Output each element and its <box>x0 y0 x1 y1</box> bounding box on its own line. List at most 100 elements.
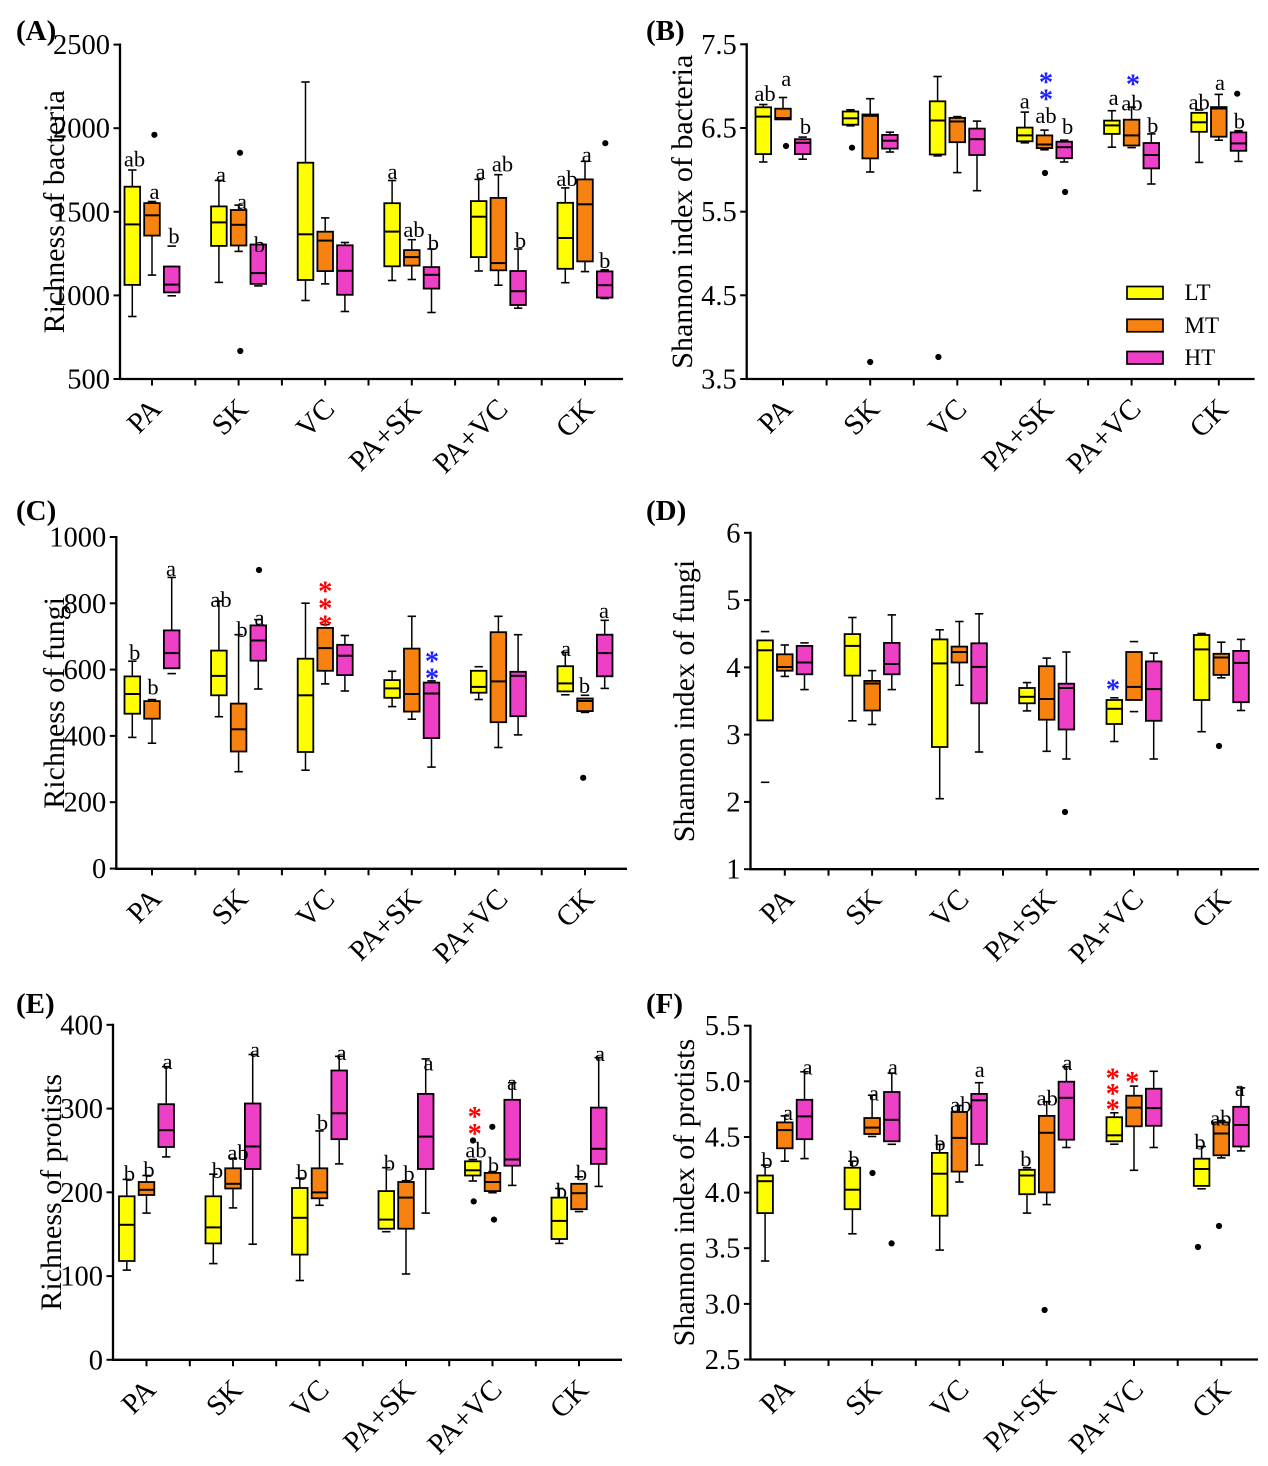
svg-text:*: * <box>468 1102 482 1133</box>
svg-text:ab: ab <box>465 1138 486 1163</box>
svg-text:b: b <box>515 228 526 253</box>
svg-text:a: a <box>1020 89 1030 114</box>
svg-text:a: a <box>507 1070 517 1095</box>
svg-text:a: a <box>150 179 160 204</box>
svg-text:Shannon index of fungi: Shannon index of fungi <box>668 560 701 842</box>
svg-text:a: a <box>599 598 609 623</box>
svg-text:b: b <box>599 248 610 273</box>
svg-text:a: a <box>595 1041 605 1066</box>
svg-text:400: 400 <box>60 1010 103 1041</box>
svg-text:ab: ab <box>1035 103 1056 128</box>
svg-text:(A): (A) <box>16 15 56 47</box>
svg-text:2.5: 2.5 <box>705 1345 741 1376</box>
svg-text:b: b <box>556 1179 567 1204</box>
svg-text:b: b <box>1062 114 1073 139</box>
svg-text:b: b <box>384 1151 395 1176</box>
svg-text:3.0: 3.0 <box>705 1289 741 1320</box>
svg-text:a: a <box>337 1040 347 1065</box>
svg-text:a: a <box>1062 1050 1072 1075</box>
svg-text:2500: 2500 <box>53 30 110 61</box>
svg-text:5.0: 5.0 <box>705 1067 741 1098</box>
svg-text:b: b <box>236 617 247 642</box>
svg-text:0: 0 <box>92 854 106 885</box>
svg-text:a: a <box>803 1055 813 1080</box>
svg-text:300: 300 <box>60 1094 103 1125</box>
svg-text:0: 0 <box>89 1345 103 1376</box>
svg-text:b: b <box>147 675 158 700</box>
svg-text:(F): (F) <box>646 988 683 1020</box>
svg-text:b: b <box>848 1147 859 1172</box>
svg-text:ab: ab <box>492 152 513 177</box>
svg-text:*: * <box>425 663 439 694</box>
svg-text:ab: ab <box>403 217 424 242</box>
svg-text:6.5: 6.5 <box>701 114 737 145</box>
svg-text:Richness of bacteria: Richness of bacteria <box>38 90 71 333</box>
svg-text:5: 5 <box>726 586 740 617</box>
svg-text:4.5: 4.5 <box>701 281 737 312</box>
svg-text:5.5: 5.5 <box>701 197 737 228</box>
svg-text:ab: ab <box>754 81 775 106</box>
svg-text:*: * <box>1126 69 1140 100</box>
svg-text:ab: ab <box>1210 1106 1231 1131</box>
svg-text:(B): (B) <box>646 15 685 47</box>
svg-text:b: b <box>1194 1130 1205 1155</box>
svg-text:HT: HT <box>1185 345 1216 370</box>
svg-text:*: * <box>318 593 332 624</box>
svg-text:b: b <box>143 1157 154 1182</box>
svg-text:a: a <box>561 636 571 661</box>
svg-text:*: * <box>468 1119 482 1150</box>
svg-text:a: a <box>166 556 176 581</box>
svg-text:ab: ab <box>210 587 231 612</box>
svg-text:1: 1 <box>726 855 740 886</box>
svg-text:*: * <box>1106 1094 1120 1125</box>
svg-text:a: a <box>163 1049 173 1074</box>
svg-text:b: b <box>488 1153 499 1178</box>
svg-text:1000: 1000 <box>53 281 110 312</box>
svg-text:ab: ab <box>227 1140 248 1165</box>
svg-text:b: b <box>579 673 590 698</box>
svg-text:600: 600 <box>64 655 107 686</box>
svg-text:a: a <box>1215 70 1225 95</box>
svg-text:a: a <box>216 162 226 187</box>
svg-text:a: a <box>869 1081 879 1106</box>
svg-text:b: b <box>129 640 140 665</box>
svg-text:100: 100 <box>60 1262 103 1293</box>
svg-text:6: 6 <box>726 518 740 549</box>
svg-text:(E): (E) <box>16 988 55 1020</box>
svg-text:*: * <box>425 646 439 677</box>
svg-text:*: * <box>1039 67 1053 98</box>
svg-text:a: a <box>237 189 247 214</box>
svg-text:b: b <box>1020 1147 1031 1172</box>
svg-text:Richness of protists: Richness of protists <box>35 1074 68 1311</box>
svg-text:1000: 1000 <box>49 523 106 554</box>
svg-text:*: * <box>1106 1079 1120 1110</box>
svg-text:*: * <box>1125 1067 1139 1098</box>
svg-text:b: b <box>212 1158 223 1183</box>
svg-text:ab: ab <box>1037 1086 1058 1111</box>
svg-text:3.5: 3.5 <box>705 1234 741 1265</box>
svg-text:MT: MT <box>1185 313 1220 338</box>
svg-text:*: * <box>318 610 332 641</box>
svg-text:b: b <box>254 232 265 257</box>
svg-text:b: b <box>296 1160 307 1185</box>
svg-text:ab: ab <box>1189 90 1210 115</box>
svg-text:*: * <box>1106 674 1120 705</box>
svg-text:ab: ab <box>1121 91 1142 116</box>
svg-text:a: a <box>1109 85 1119 110</box>
svg-text:1500: 1500 <box>53 197 110 228</box>
svg-text:a: a <box>783 1100 793 1125</box>
svg-text:(C): (C) <box>16 495 56 527</box>
svg-text:Shannon index of bacteria: Shannon index of bacteria <box>666 55 699 369</box>
svg-text:400: 400 <box>64 721 107 752</box>
svg-text:b: b <box>124 1161 135 1186</box>
svg-text:ab: ab <box>124 147 145 172</box>
svg-text:b: b <box>761 1148 772 1173</box>
svg-text:a: a <box>255 605 265 630</box>
svg-text:b: b <box>168 224 179 249</box>
svg-text:4: 4 <box>726 653 740 684</box>
svg-text:7.5: 7.5 <box>701 30 737 61</box>
svg-text:200: 200 <box>64 788 107 819</box>
svg-text:a: a <box>1235 1076 1245 1101</box>
svg-text:b: b <box>1234 109 1245 134</box>
svg-text:a: a <box>476 159 486 184</box>
